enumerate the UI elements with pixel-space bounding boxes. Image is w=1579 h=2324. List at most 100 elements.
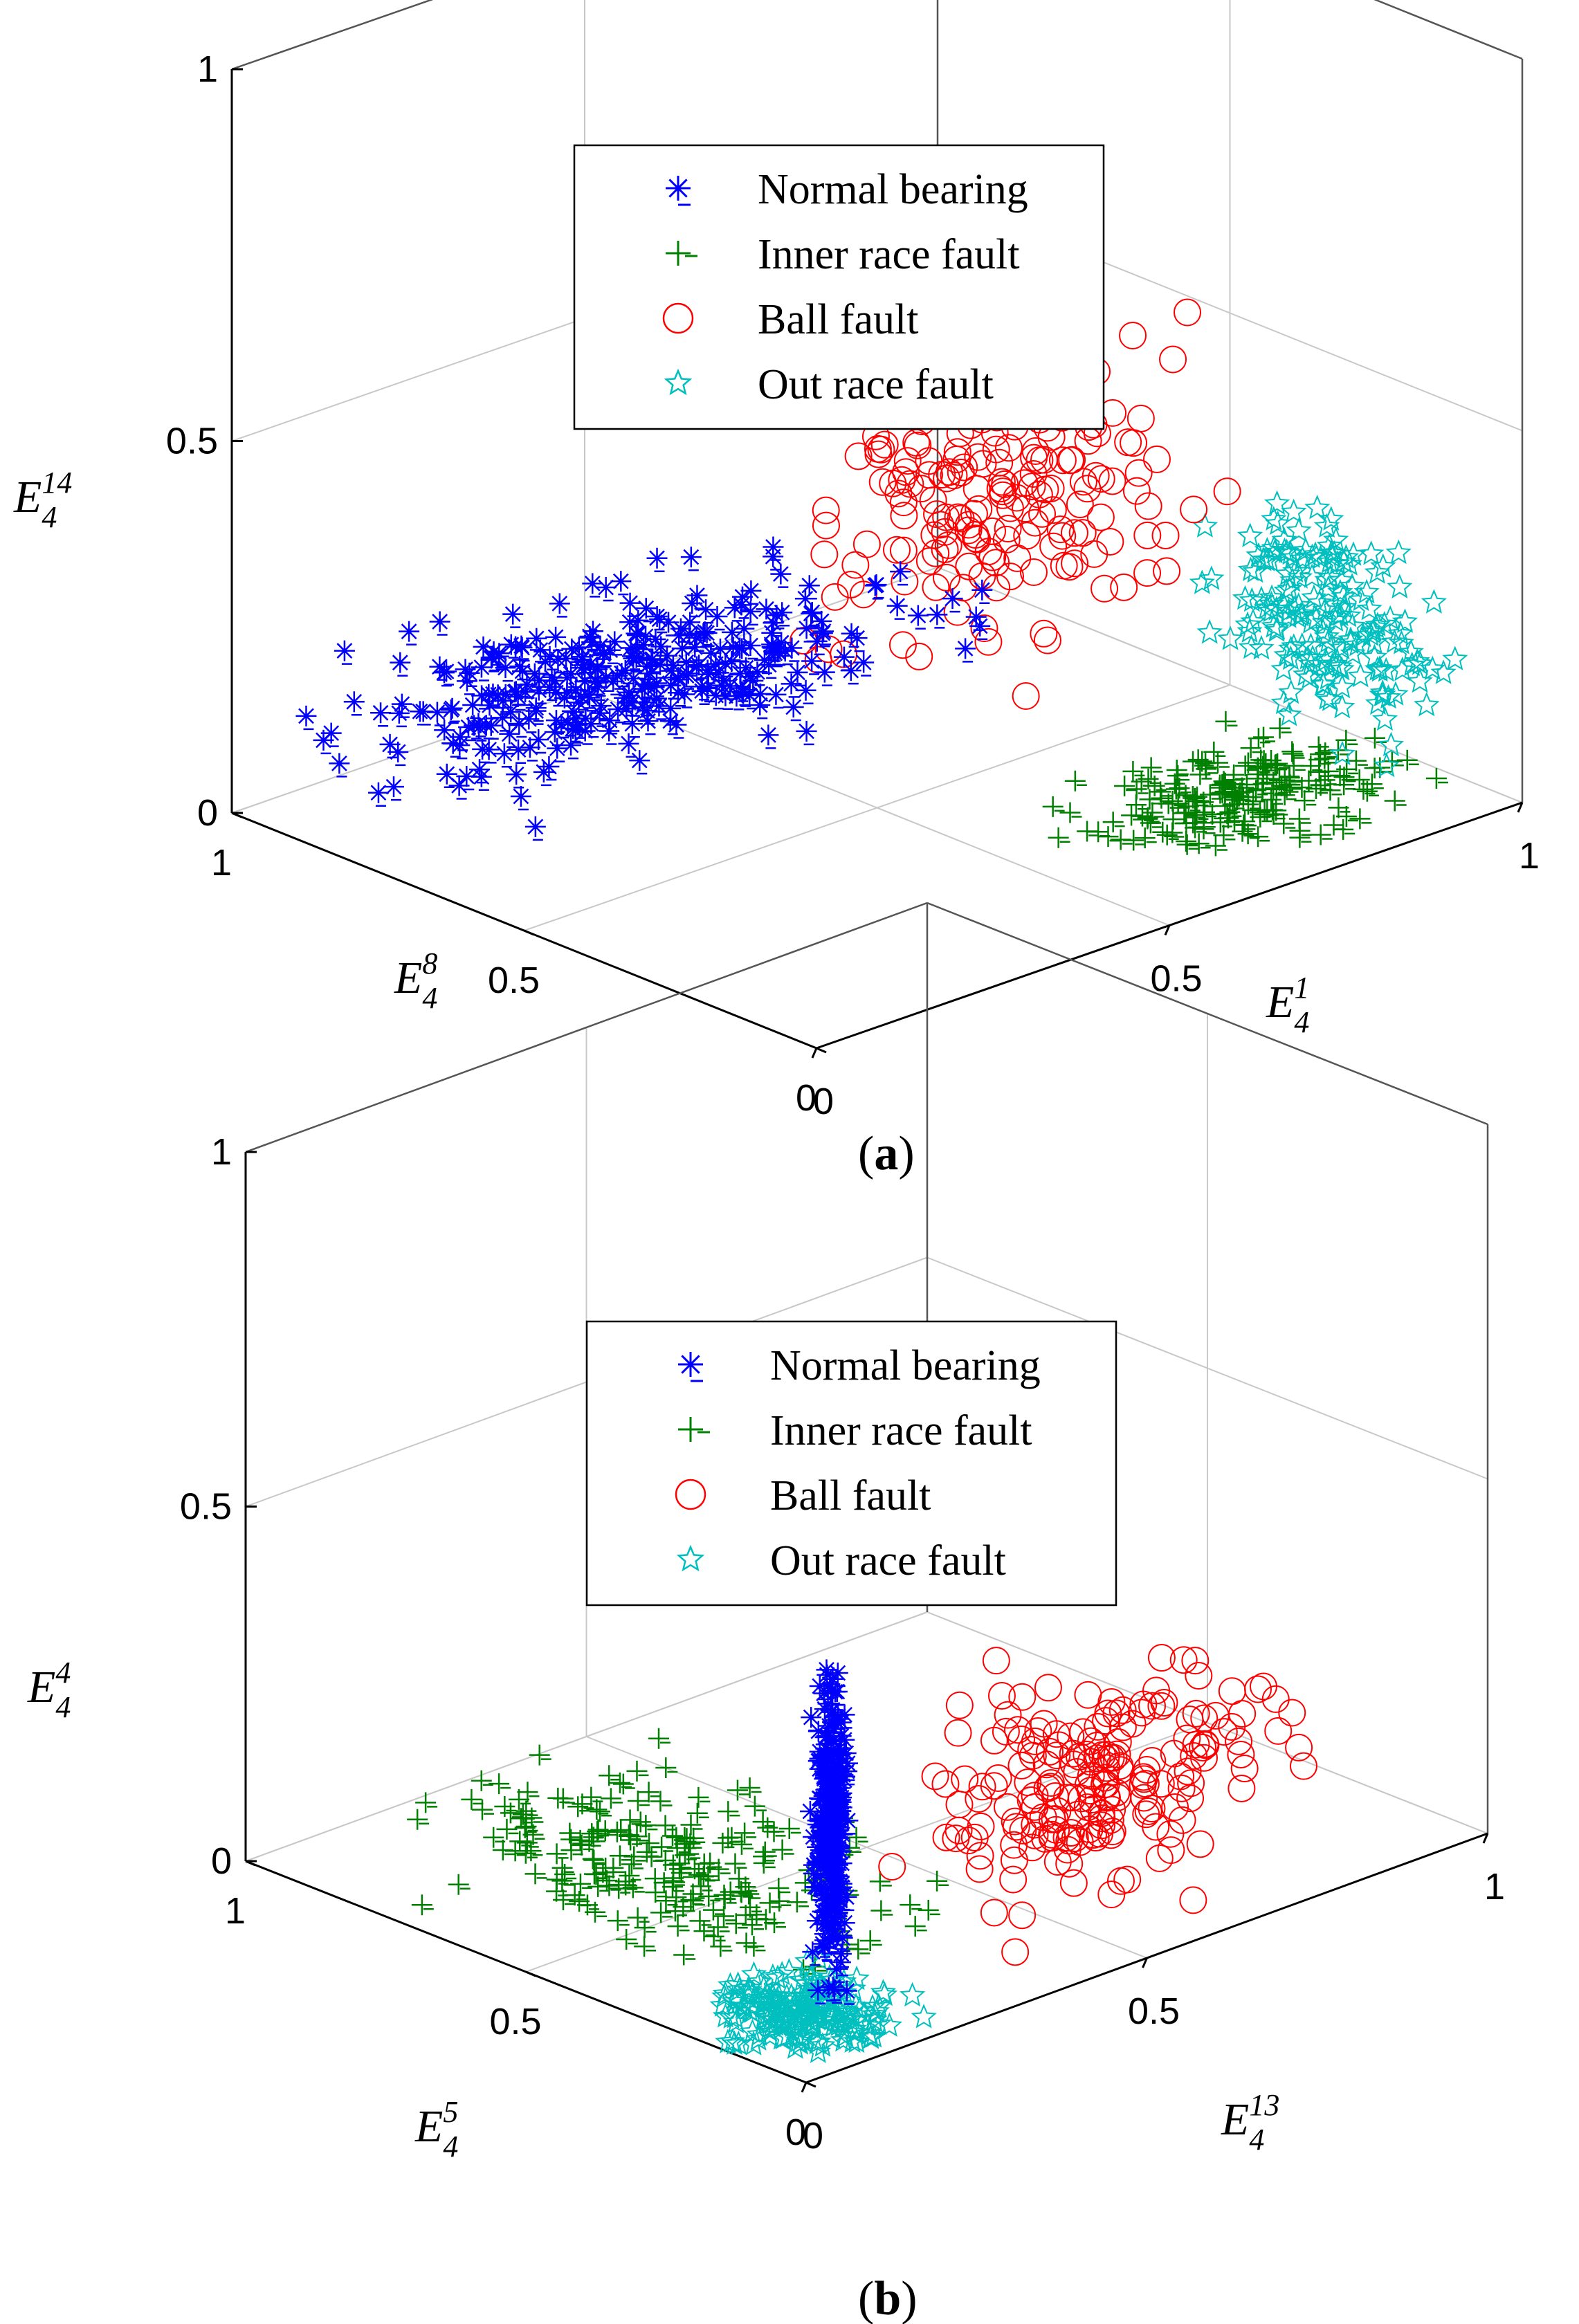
out-race-fault-point bbox=[1315, 665, 1341, 690]
out-race-fault-point bbox=[1316, 548, 1343, 574]
legend-label: Out race fault bbox=[770, 1537, 1006, 1584]
inner-race-fault-point bbox=[1193, 818, 1216, 840]
out-race-fault-point bbox=[1264, 510, 1291, 536]
normal-bearing-point bbox=[818, 1790, 839, 1815]
ball-fault-point bbox=[1008, 1683, 1037, 1711]
out-race-fault-point bbox=[758, 1986, 785, 2011]
x-tick-mark bbox=[811, 1047, 818, 1059]
out-race-fault-point bbox=[829, 2013, 855, 2039]
out-race-fault-point bbox=[1314, 685, 1340, 710]
ball-fault-point bbox=[1189, 1733, 1217, 1762]
out-race-fault-point bbox=[1329, 740, 1356, 766]
normal-bearing-point bbox=[827, 1886, 848, 1911]
x-tick-label: 0.5 bbox=[1150, 958, 1202, 1000]
ball-fault-point bbox=[980, 1772, 1008, 1800]
out-race-fault-point bbox=[871, 1981, 898, 2006]
normal-bearing-point bbox=[739, 685, 760, 710]
normal-bearing-point bbox=[907, 605, 929, 630]
ball-fault-point bbox=[1167, 1774, 1196, 1802]
z-axis-title: E4 4 bbox=[27, 1656, 71, 1724]
normal-bearing-point bbox=[479, 695, 500, 720]
panel-label: (b) bbox=[858, 2272, 918, 2324]
ball-fault-point bbox=[1230, 1755, 1259, 1783]
normal-bearing-point bbox=[740, 601, 761, 626]
ball-fault-point bbox=[1001, 1938, 1030, 1966]
out-race-fault-point bbox=[1276, 701, 1302, 726]
normal-bearing-point bbox=[471, 657, 492, 681]
out-race-fault-point bbox=[911, 2004, 937, 2029]
inner-race-fault-point bbox=[698, 1885, 721, 1907]
normal-bearing-point bbox=[383, 776, 405, 801]
normal-bearing-point bbox=[629, 750, 650, 775]
out-race-fault-point bbox=[1364, 612, 1391, 637]
inner-race-fault-point bbox=[1320, 780, 1342, 801]
normal-bearing-point bbox=[599, 720, 620, 745]
ball-fault-point bbox=[1160, 1739, 1188, 1768]
ball-fault-point bbox=[1030, 619, 1058, 648]
normal-bearing-point bbox=[807, 1810, 828, 1835]
out-race-fault-point bbox=[1328, 567, 1354, 592]
normal-bearing-point bbox=[434, 720, 455, 744]
ball-fault-point bbox=[1021, 1727, 1049, 1755]
out-race-fault-point bbox=[1312, 596, 1338, 621]
inner-race-fault-point bbox=[1333, 818, 1356, 840]
out-race-fault-point bbox=[730, 1994, 756, 2019]
out-race-fault-point bbox=[798, 1998, 825, 2023]
ball-fault-point bbox=[1119, 321, 1147, 349]
y-tick-label: 0.5 bbox=[489, 2001, 541, 2042]
out-race-fault-point bbox=[765, 1964, 791, 1989]
ball-fault-point bbox=[889, 536, 918, 565]
ball-fault-point bbox=[889, 488, 918, 517]
inner-race-fault-point bbox=[1077, 821, 1099, 842]
out-race-fault-point bbox=[1378, 731, 1404, 757]
out-race-fault-point bbox=[1245, 542, 1272, 567]
ball-fault-point bbox=[1133, 559, 1162, 587]
y-tick-mark bbox=[816, 1047, 827, 1054]
inner-race-fault-point bbox=[638, 1782, 661, 1803]
normal-bearing-point bbox=[581, 631, 603, 657]
out-race-fault-point bbox=[876, 2012, 903, 2037]
ball-fault-point bbox=[1147, 1692, 1176, 1720]
out-race-fault-point bbox=[1310, 618, 1336, 643]
ball-fault-point bbox=[870, 430, 899, 459]
inner-race-fault-point bbox=[689, 1910, 712, 1932]
inner-race-fault-point bbox=[1248, 728, 1270, 749]
ball-fault-point bbox=[812, 511, 840, 540]
ball-fault-point bbox=[1174, 1757, 1202, 1786]
ball-fault-point bbox=[1142, 445, 1171, 473]
ball-fault-point bbox=[945, 1691, 974, 1719]
normal-bearing-point bbox=[801, 650, 823, 675]
inner-race-fault-point bbox=[1183, 787, 1205, 809]
inner-race-fault-point bbox=[494, 1795, 517, 1817]
normal-bearing-point bbox=[489, 643, 510, 668]
normal-bearing-point bbox=[803, 1826, 824, 1851]
normal-bearing-point bbox=[798, 575, 820, 600]
ball-fault-point bbox=[1127, 1699, 1156, 1727]
ball-fault-point bbox=[1108, 1696, 1137, 1724]
ball-fault-point bbox=[1069, 468, 1097, 496]
normal-bearing-point bbox=[295, 705, 317, 731]
ball-fault-point bbox=[1012, 495, 1040, 523]
inner-race-fault-point bbox=[752, 1811, 775, 1833]
ball-fault-point bbox=[989, 477, 1017, 506]
inner-race-fault-point bbox=[786, 1892, 809, 1913]
out-race-fault-point bbox=[1310, 671, 1337, 696]
normal-bearing-point bbox=[570, 686, 592, 711]
ball-fault-point bbox=[932, 1823, 960, 1851]
normal-bearing-point bbox=[866, 574, 887, 599]
out-race-fault-point bbox=[739, 2018, 766, 2044]
normal-bearing-point bbox=[506, 764, 527, 789]
normal-bearing-point bbox=[740, 635, 761, 660]
normal-bearing-point bbox=[809, 1676, 830, 1701]
ball-fault-point bbox=[962, 524, 990, 553]
normal-bearing-point bbox=[731, 681, 753, 706]
inner-race-fault-point bbox=[594, 1820, 617, 1842]
ball-fault-point bbox=[932, 563, 960, 592]
normal-bearing-point bbox=[823, 1712, 845, 1738]
normal-bearing-point bbox=[645, 629, 666, 654]
normal-bearing-point bbox=[831, 1876, 852, 1901]
inner-race-fault-point bbox=[927, 1870, 949, 1892]
normal-bearing-point bbox=[622, 646, 644, 670]
ball-fault-point bbox=[1147, 1770, 1175, 1798]
